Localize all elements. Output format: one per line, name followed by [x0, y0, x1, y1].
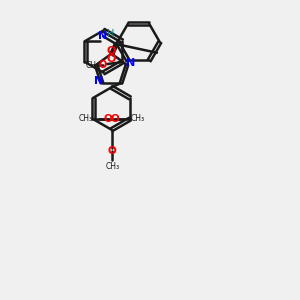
Text: O: O [104, 114, 113, 124]
Text: O: O [99, 60, 107, 70]
Text: N: N [94, 76, 103, 86]
Text: CH₃: CH₃ [85, 61, 99, 70]
Text: O: O [110, 114, 119, 124]
Text: H: H [107, 29, 115, 39]
Text: O: O [107, 46, 116, 56]
Text: CH₃: CH₃ [105, 161, 119, 170]
Text: O: O [107, 146, 116, 156]
Text: N: N [126, 58, 135, 68]
Text: N: N [98, 31, 108, 41]
Text: O: O [107, 54, 116, 64]
Text: CH₃: CH₃ [79, 114, 93, 123]
Text: CH₃: CH₃ [130, 114, 144, 123]
